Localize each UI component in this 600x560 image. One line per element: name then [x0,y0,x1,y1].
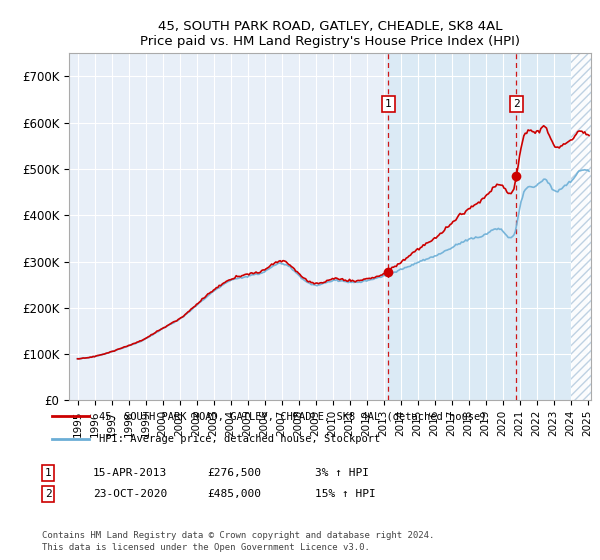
Text: 15-APR-2013: 15-APR-2013 [93,468,167,478]
Title: 45, SOUTH PARK ROAD, GATLEY, CHEADLE, SK8 4AL
Price paid vs. HM Land Registry's : 45, SOUTH PARK ROAD, GATLEY, CHEADLE, SK… [140,20,520,48]
Text: 23-OCT-2020: 23-OCT-2020 [93,489,167,499]
Text: £276,500: £276,500 [207,468,261,478]
Text: 3% ↑ HPI: 3% ↑ HPI [315,468,369,478]
Text: 45, SOUTH PARK ROAD, GATLEY, CHEADLE, SK8 4AL (detached house): 45, SOUTH PARK ROAD, GATLEY, CHEADLE, SK… [100,412,487,421]
Text: £485,000: £485,000 [207,489,261,499]
Text: HPI: Average price, detached house, Stockport: HPI: Average price, detached house, Stoc… [100,435,380,444]
Text: 1: 1 [385,99,392,109]
Text: 2: 2 [44,489,52,499]
Text: 15% ↑ HPI: 15% ↑ HPI [315,489,376,499]
Text: 2: 2 [513,99,520,109]
Bar [571,53,596,400]
Bar [388,53,591,400]
Text: 1: 1 [44,468,52,478]
Text: Contains HM Land Registry data © Crown copyright and database right 2024.
This d: Contains HM Land Registry data © Crown c… [42,531,434,552]
